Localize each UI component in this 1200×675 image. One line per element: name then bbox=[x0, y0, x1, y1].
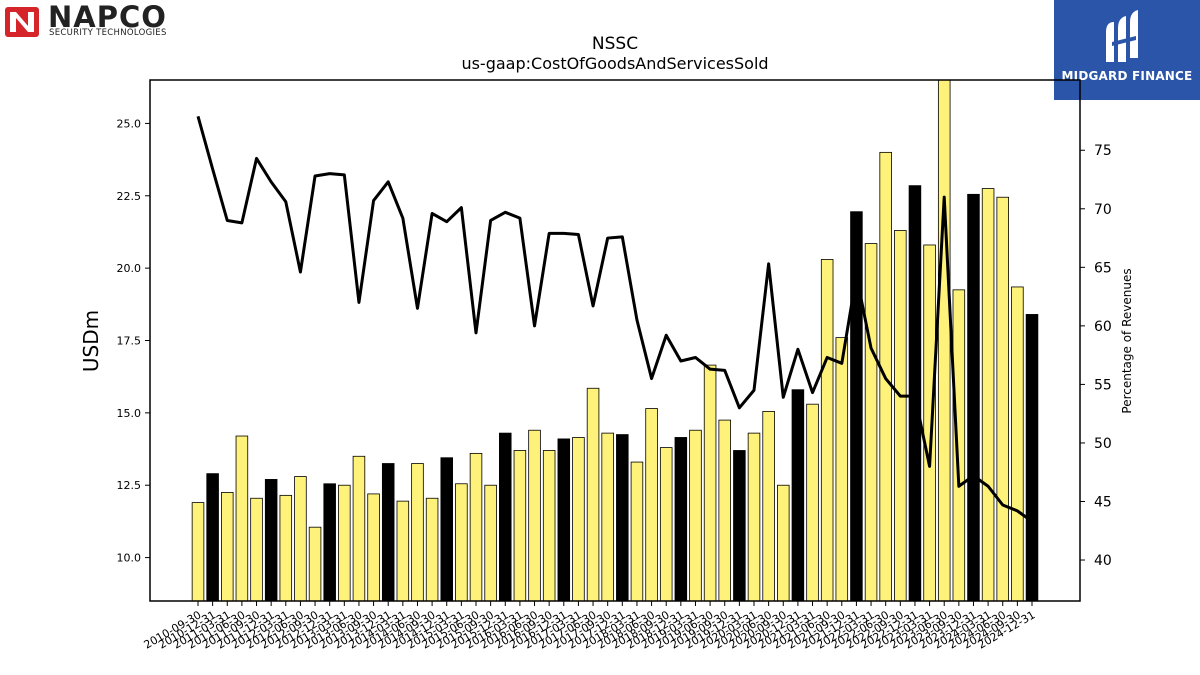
bar bbox=[250, 497, 263, 601]
bar bbox=[981, 188, 995, 601]
bar bbox=[455, 483, 468, 601]
y2-tick-label: 75 bbox=[1094, 143, 1112, 159]
y2-tick-label: 65 bbox=[1094, 260, 1112, 276]
y-tick-label: 20.0 bbox=[117, 262, 142, 275]
bar bbox=[440, 457, 453, 601]
bar bbox=[338, 484, 351, 601]
chart-subtitle: us-gaap:CostOfGoodsAndServicesSold bbox=[461, 54, 768, 73]
bar bbox=[689, 429, 702, 601]
bar bbox=[381, 463, 395, 601]
bar bbox=[425, 497, 439, 601]
bar bbox=[616, 434, 629, 601]
bar bbox=[586, 387, 600, 601]
bar bbox=[894, 230, 907, 601]
bar bbox=[221, 492, 234, 601]
bar bbox=[601, 432, 614, 601]
bar bbox=[279, 494, 293, 601]
bar bbox=[923, 244, 936, 601]
bar bbox=[820, 259, 834, 601]
bar bbox=[499, 432, 512, 601]
bar bbox=[352, 455, 366, 601]
bar bbox=[937, 80, 951, 601]
bar bbox=[513, 450, 527, 601]
y-axis-label: USDm bbox=[79, 310, 103, 372]
y2-tick-label: 70 bbox=[1094, 202, 1112, 218]
bar bbox=[835, 337, 849, 601]
bar bbox=[718, 419, 731, 601]
bar bbox=[996, 196, 1009, 601]
bar bbox=[264, 479, 278, 601]
midgard-logo-text: MIDGARD FINANCE bbox=[1061, 69, 1193, 83]
bar bbox=[864, 243, 878, 601]
bar bbox=[674, 437, 688, 601]
napco-logo-mark-icon bbox=[5, 7, 39, 37]
bar bbox=[777, 484, 790, 601]
bar bbox=[235, 435, 249, 601]
bar bbox=[528, 429, 541, 601]
bar bbox=[572, 437, 585, 601]
bar bbox=[806, 403, 819, 601]
bar bbox=[630, 461, 644, 601]
bar bbox=[542, 450, 556, 601]
bar bbox=[967, 193, 980, 601]
left-axis-ticks: 10.0 12.5 15.0 17.5 20.0 22.5 25.0 bbox=[117, 117, 150, 565]
bar bbox=[308, 526, 322, 601]
bar bbox=[850, 211, 863, 601]
bar bbox=[396, 500, 410, 601]
midgard-finance-logo: MIDGARD FINANCE bbox=[1054, 0, 1200, 100]
y2-tick-label: 45 bbox=[1094, 494, 1112, 510]
percentage-line bbox=[196, 115, 1033, 523]
bar bbox=[469, 452, 483, 601]
y-tick-label: 12.5 bbox=[117, 479, 142, 492]
bar bbox=[367, 493, 380, 601]
y2-tick-label: 60 bbox=[1094, 319, 1112, 335]
bar bbox=[411, 463, 424, 601]
midgard-logo-mark-icon bbox=[1106, 10, 1138, 62]
bar bbox=[206, 473, 219, 601]
y2-axis-label: Percentage of Revenues bbox=[1120, 268, 1134, 413]
bar bbox=[484, 484, 497, 601]
napco-logo-text: NAPCO bbox=[48, 0, 167, 34]
bar bbox=[733, 450, 746, 601]
bar bbox=[762, 411, 775, 601]
y-tick-label: 22.5 bbox=[117, 190, 142, 203]
right-axis-ticks: 40 45 50 55 60 65 70 75 bbox=[1080, 143, 1112, 569]
bar-series bbox=[191, 80, 1039, 601]
bar bbox=[791, 389, 805, 601]
y-tick-label: 25.0 bbox=[117, 117, 142, 130]
bar bbox=[703, 364, 717, 601]
bar bbox=[557, 438, 571, 601]
y2-tick-label: 55 bbox=[1094, 377, 1112, 393]
bar bbox=[1025, 314, 1039, 601]
bar bbox=[191, 502, 205, 601]
y-tick-label: 17.5 bbox=[117, 335, 142, 348]
y-tick-label: 10.0 bbox=[117, 552, 142, 565]
bar bbox=[747, 432, 761, 601]
bar bbox=[645, 408, 658, 601]
bar bbox=[1011, 286, 1024, 601]
chart-title: NSSC bbox=[592, 34, 638, 54]
y2-tick-label: 50 bbox=[1094, 436, 1112, 452]
bar bbox=[908, 185, 922, 601]
y-tick-label: 15.0 bbox=[117, 407, 142, 420]
napco-logo: NAPCO SECURITY TECHNOLOGIES bbox=[4, 0, 214, 40]
napco-logo-subtext: SECURITY TECHNOLOGIES bbox=[49, 28, 167, 38]
bar bbox=[323, 483, 336, 601]
y2-tick-label: 40 bbox=[1094, 553, 1112, 569]
bar bbox=[659, 447, 673, 601]
bar bbox=[294, 476, 307, 601]
bar bbox=[952, 289, 966, 601]
x-axis-ticks: 2010-09-302010-12-312011-03-312011-06-30… bbox=[142, 601, 1038, 652]
